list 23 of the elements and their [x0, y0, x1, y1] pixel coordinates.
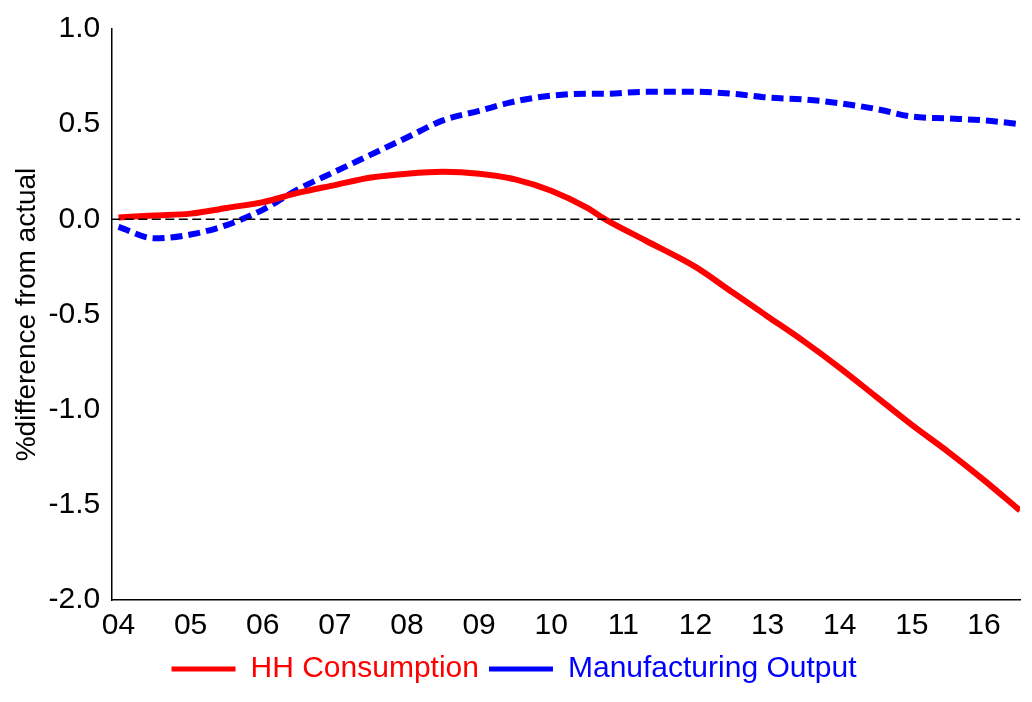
- x-tick-label: 14: [823, 607, 857, 641]
- y-axis-title: %difference from actual: [9, 167, 41, 462]
- x-tick-label: 08: [390, 607, 424, 641]
- x-tick-label: 11: [607, 607, 639, 641]
- y-tick-label: 1.0: [58, 10, 101, 44]
- x-tick-label: 16: [967, 607, 1001, 641]
- legend-label: Manufacturing Output: [567, 650, 858, 684]
- x-tick-label: 13: [750, 607, 785, 641]
- y-tick-label: -0.5: [48, 295, 101, 329]
- x-tick-label: 04: [101, 607, 136, 641]
- x-tick-label: 15: [895, 607, 929, 641]
- legend-label: HH Consumption: [250, 650, 479, 684]
- x-tick-label: 09: [462, 607, 496, 641]
- y-tick-label: 0.0: [58, 200, 101, 234]
- y-tick-label: -1.5: [48, 486, 101, 520]
- x-tick-label: 10: [534, 607, 568, 641]
- y-tick-label: -1.0: [48, 390, 101, 424]
- x-tick-label: 05: [173, 607, 208, 641]
- x-tick-label: 07: [318, 607, 352, 641]
- x-tick-label: 06: [246, 607, 280, 641]
- y-tick-label: 0.5: [58, 105, 101, 139]
- y-tick-label: -2.0: [48, 581, 101, 615]
- x-tick-label: 12: [678, 607, 713, 641]
